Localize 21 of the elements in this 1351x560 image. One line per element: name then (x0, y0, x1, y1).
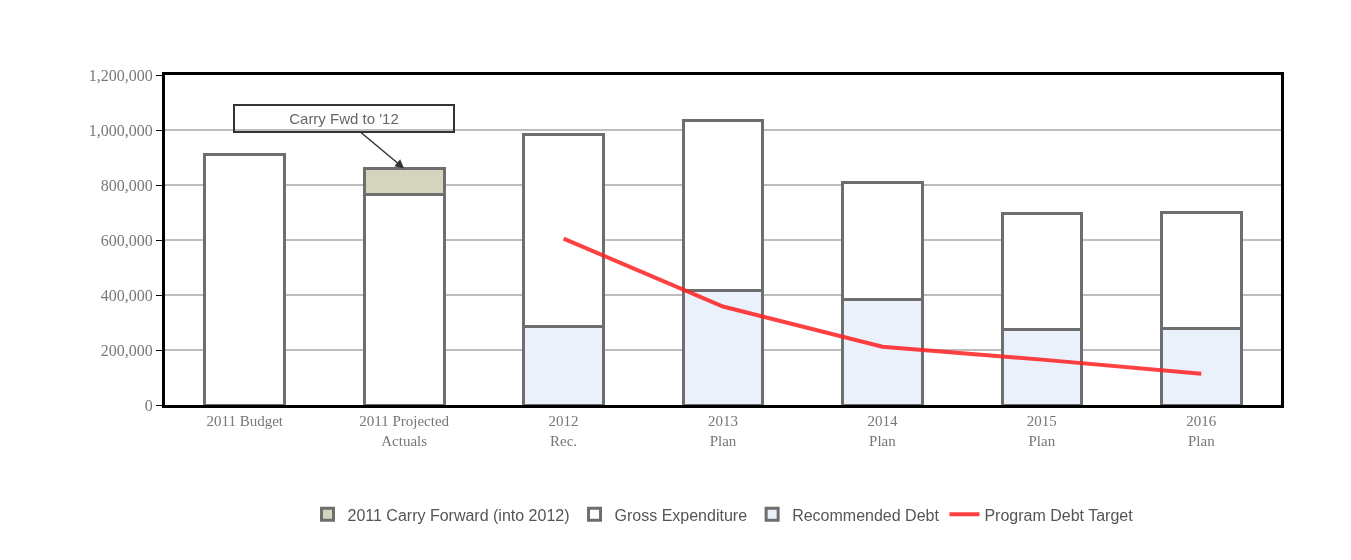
x-tick-label: 2016 Plan (1186, 413, 1217, 449)
x-tick-label: 2014 Plan (867, 413, 898, 449)
y-tick-label: 0 (144, 396, 153, 414)
y-tick-label: 400,000 (100, 286, 153, 304)
y-tick-label: 600,000 (100, 231, 153, 249)
y-tick-label: 1,200,000 (88, 66, 153, 84)
x-tick-label: 2012 Rec. (548, 413, 579, 449)
legend-label: 2011 Carry Forward (into 2012) (347, 506, 570, 524)
x-tick-label: 2015 Plan (1026, 413, 1057, 449)
bar (203, 153, 287, 405)
annotation: Carry Fwd to '12 (289, 110, 399, 127)
x-tick-label: 2011 Budget (206, 413, 284, 429)
x-tick-label: 2011 Projected Actuals (359, 413, 450, 449)
x-tick-label: 2013 Plan (708, 413, 738, 449)
legend-label: Recommended Debt (792, 506, 940, 524)
legend-label: Gross Expenditure (614, 506, 748, 524)
y-tick-label: 1,000,000 (88, 121, 153, 139)
y-tick-label: 800,000 (100, 176, 153, 194)
line-series (561, 236, 1204, 376)
y-tick-label: 200,000 (100, 341, 153, 359)
legend-label: Program Debt Target (984, 506, 1134, 524)
